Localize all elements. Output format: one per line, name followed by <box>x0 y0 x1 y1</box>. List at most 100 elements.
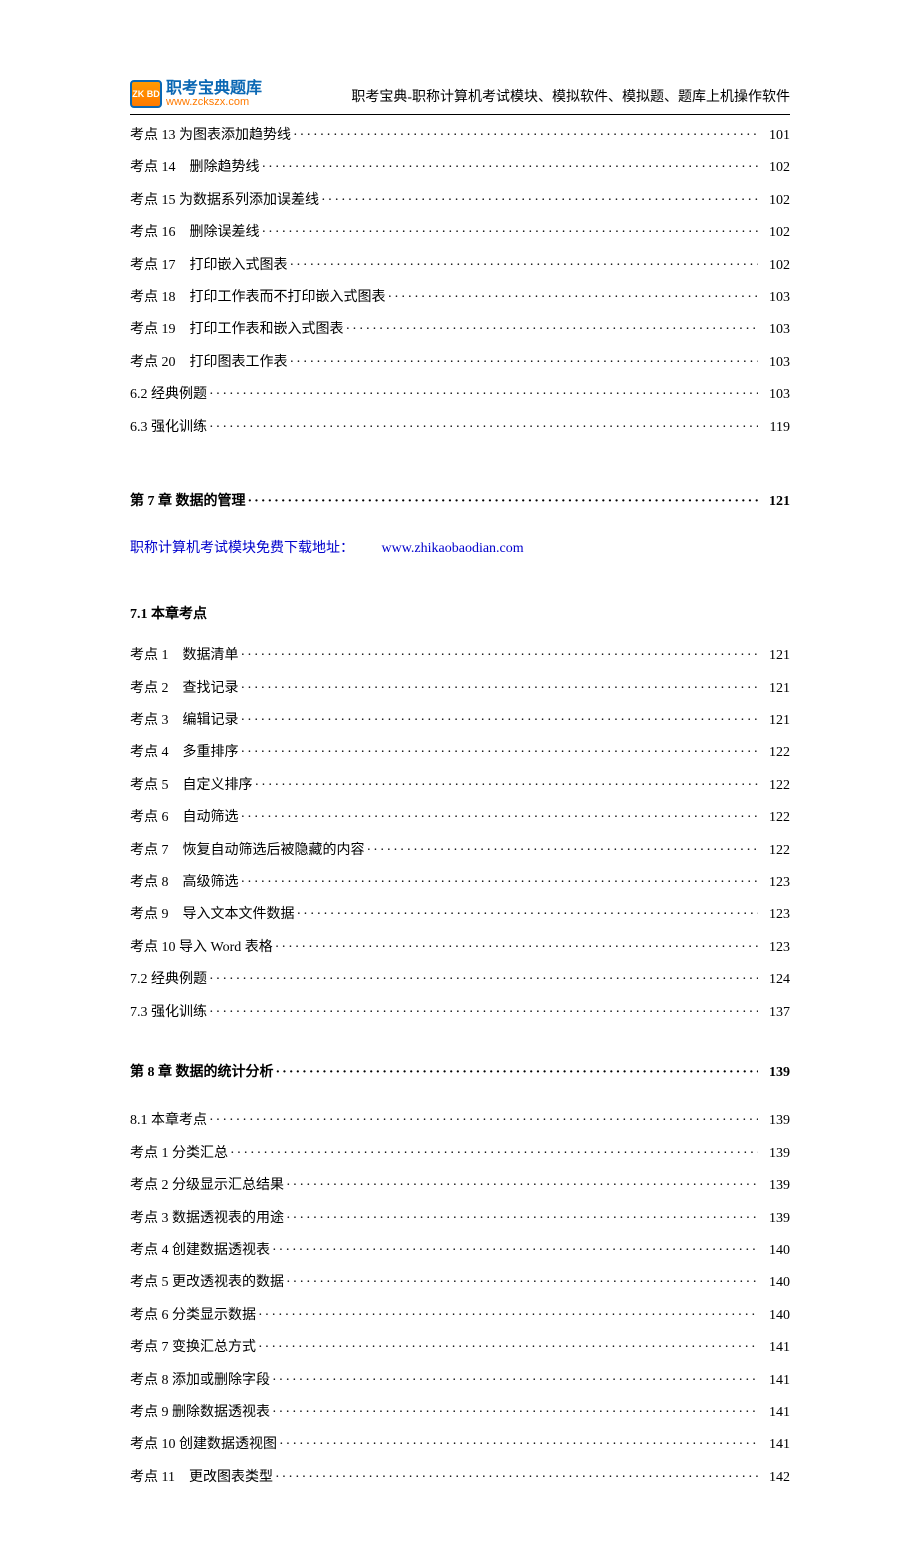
toc-leader <box>367 840 759 862</box>
logo-text-block: 职考宝典题库 www.zckszx.com <box>166 81 262 108</box>
toc-line: 6.2 经典例题 103 <box>130 384 790 406</box>
toc-line: 8.1 本章考点 139 <box>130 1110 790 1132</box>
toc-label: 考点 6 自动筛选 <box>130 807 239 829</box>
toc-leader <box>275 937 758 959</box>
chapter-7-heading: 第 7 章 数据的管理 121 <box>130 491 790 513</box>
toc-page: 122 <box>760 807 790 829</box>
logo-text-cn: 职考宝典题库 <box>166 81 262 97</box>
toc-label: 考点 8 高级筛选 <box>130 872 239 894</box>
toc-page: 119 <box>760 417 790 439</box>
toc-leader <box>346 319 759 341</box>
toc-leader <box>241 710 759 732</box>
toc-page: 103 <box>760 319 790 341</box>
toc-page: 103 <box>760 384 790 406</box>
toc-leader <box>248 491 759 513</box>
toc-leader <box>286 1208 758 1230</box>
toc-line: 考点 8 高级筛选123 <box>130 872 790 894</box>
chapter-7-label: 第 7 章 数据的管理 <box>130 491 246 513</box>
toc-label: 考点 1 数据清单 <box>130 645 239 667</box>
toc-label: 考点 2 分级显示汇总结果 <box>130 1175 284 1197</box>
logo-text-url: www.zckszx.com <box>166 97 262 108</box>
toc-line: 考点 1 分类汇总139 <box>130 1143 790 1165</box>
toc-leader <box>209 384 758 406</box>
toc-page: 141 <box>760 1337 790 1359</box>
toc-leader <box>290 255 759 277</box>
toc-page: 137 <box>760 1002 790 1024</box>
toc-page: 102 <box>760 255 790 277</box>
toc-label: 考点 2 查找记录 <box>130 678 239 700</box>
toc-block-8: 8.1 本章考点139考点 1 分类汇总139考点 2 分级显示汇总结果139考… <box>130 1110 790 1489</box>
toc-label: 考点 11 更改图表类型 <box>130 1467 273 1489</box>
toc-page: 121 <box>760 678 790 700</box>
toc-leader <box>272 1240 758 1262</box>
toc-leader <box>286 1175 758 1197</box>
toc-leader <box>241 678 759 700</box>
toc-label: 考点 3 数据透视表的用途 <box>130 1208 284 1230</box>
toc-page: 139 <box>760 1110 790 1132</box>
toc-label: 考点 7 恢复自动筛选后被隐藏的内容 <box>130 840 365 862</box>
toc-label: 7.2 经典例题 <box>130 969 207 991</box>
toc-line: 考点 20 打印图表工作表103 <box>130 352 790 374</box>
toc-label: 考点 4 创建数据透视表 <box>130 1240 270 1262</box>
toc-leader <box>209 1110 758 1132</box>
toc-line: 考点 5 自定义排序122 <box>130 775 790 797</box>
toc-label: 8.1 本章考点 <box>130 1110 207 1132</box>
toc-leader <box>258 1337 758 1359</box>
toc-leader <box>209 417 758 439</box>
toc-block-continued: 考点 13 为图表添加趋势线101 考点 14 删除趋势线102 考点 15 为数据… <box>130 125 790 439</box>
toc-leader <box>297 904 759 926</box>
toc-leader <box>241 872 759 894</box>
toc-line: 考点 15 为数据系列添加误差线102 <box>130 190 790 212</box>
toc-line: 考点 7 变换汇总方式141 <box>130 1337 790 1359</box>
header-underline <box>130 114 790 115</box>
toc-line: 7.2 经典例题 124 <box>130 969 790 991</box>
toc-page: 140 <box>760 1305 790 1327</box>
chapter-7-page: 121 <box>760 491 790 513</box>
toc-page: 122 <box>760 742 790 764</box>
toc-label: 考点 20 打印图表工作表 <box>130 352 288 374</box>
toc-page: 121 <box>760 710 790 732</box>
toc-leader <box>293 125 758 147</box>
logo-badge-icon: ZK BD <box>130 80 162 108</box>
toc-line: 考点 6 分类显示数据140 <box>130 1305 790 1327</box>
toc-line: 考点 18 打印工作表而不打印嵌入式图表103 <box>130 287 790 309</box>
download-url[interactable]: www.zhikaobaodian.com <box>382 541 524 556</box>
toc-label: 考点 15 为数据系列添加误差线 <box>130 190 319 212</box>
toc-line: 考点 9 删除数据透视表141 <box>130 1402 790 1424</box>
toc-page: 139 <box>760 1143 790 1165</box>
toc-leader <box>209 1002 758 1024</box>
toc-line: 考点 14 删除趋势线102 <box>130 157 790 179</box>
toc-page: 141 <box>760 1370 790 1392</box>
toc-line: 考点 1 数据清单121 <box>130 645 790 667</box>
toc-label: 6.2 经典例题 <box>130 384 207 406</box>
toc-page: 139 <box>760 1208 790 1230</box>
site-logo: ZK BD 职考宝典题库 www.zckszx.com <box>130 80 262 108</box>
toc-leader <box>272 1402 758 1424</box>
toc-line: 考点 19 打印工作表和嵌入式图表103 <box>130 319 790 341</box>
toc-leader <box>262 222 759 244</box>
toc-page: 122 <box>760 840 790 862</box>
toc-line: 考点 10 导入 Word 表格123 <box>130 937 790 959</box>
toc-leader <box>241 742 759 764</box>
toc-leader <box>388 287 759 309</box>
toc-line: 考点 2 查找记录 121 <box>130 678 790 700</box>
toc-line: 考点 5 更改透视表的数据140 <box>130 1272 790 1294</box>
toc-line: 考点 13 为图表添加趋势线101 <box>130 125 790 147</box>
toc-leader <box>262 157 759 179</box>
toc-leader <box>241 807 759 829</box>
toc-page: 124 <box>760 969 790 991</box>
toc-leader <box>290 352 759 374</box>
toc-label: 考点 13 为图表添加趋势线 <box>130 125 291 147</box>
toc-label: 考点 9 导入文本文件数据 <box>130 904 295 926</box>
toc-leader <box>241 645 759 667</box>
toc-line: 考点 3 编辑记录121 <box>130 710 790 732</box>
toc-label: 考点 17 打印嵌入式图表 <box>130 255 288 277</box>
toc-label: 考点 9 删除数据透视表 <box>130 1402 270 1424</box>
toc-page: 140 <box>760 1272 790 1294</box>
toc-line: 考点 7 恢复自动筛选后被隐藏的内容 122 <box>130 840 790 862</box>
download-link-line[interactable]: 职称计算机考试模块免费下载地址： www.zhikaobaodian.com <box>130 537 790 557</box>
toc-page: 103 <box>760 287 790 309</box>
toc-page: 122 <box>760 775 790 797</box>
chapter-8-heading: 第 8 章 数据的统计分析 139 <box>130 1062 790 1084</box>
toc-label: 6.3 强化训练 <box>130 417 207 439</box>
